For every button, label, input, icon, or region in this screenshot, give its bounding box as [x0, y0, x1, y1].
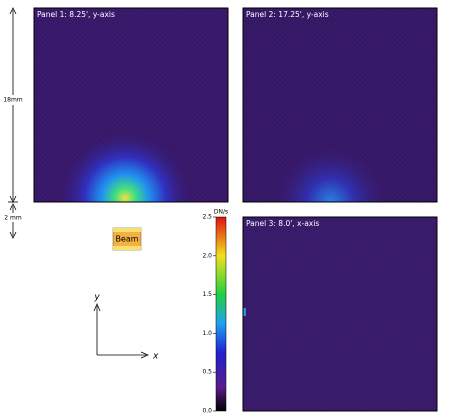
label-bg — [3, 213, 23, 222]
panel: Panel 1: 8.25', y-axis — [33, 7, 229, 203]
axis-label: y — [93, 293, 100, 303]
colorbar-tick-label: 1.5 — [202, 291, 212, 298]
panel-title: Panel 3: 8.0', x-axis — [246, 219, 319, 228]
axis-label: x — [152, 352, 159, 362]
hot-spot — [243, 8, 437, 202]
colorbar-tick-label: 0.0 — [202, 408, 212, 415]
panel: Panel 2: 17.25', y-axis — [242, 7, 438, 203]
beam-band — [113, 228, 141, 232]
panel-title: Panel 1: 8.25', y-axis — [37, 10, 115, 19]
colorbar-tick-label: 2.5 — [202, 214, 212, 221]
label-bg — [4, 95, 22, 105]
panel-title: Panel 2: 17.25', y-axis — [246, 10, 329, 19]
panel-border — [242, 216, 438, 412]
panel-border — [242, 7, 438, 203]
colorbar-tick-label: 1.0 — [202, 330, 212, 337]
beam-label: Beam — [115, 235, 138, 244]
panel-texture — [243, 217, 437, 411]
panel: Panel 3: 8.0', x-axis — [242, 216, 438, 412]
scale-label: 2 mm — [4, 215, 22, 222]
colorbar-tick-label: 2.0 — [202, 252, 212, 259]
colorbar-tick-label: 0.5 — [202, 369, 212, 376]
hot-spot — [34, 8, 228, 202]
hot-spot — [243, 308, 246, 316]
colorbar — [215, 216, 227, 412]
scale-arrows — [8, 7, 18, 239]
scale-label: 18mm — [3, 97, 22, 104]
axis-arrows — [93, 302, 150, 359]
beam-band — [113, 246, 141, 250]
colorbar-ticks: 0.0 0.5 1.0 1.5 2.0 2.5 — [202, 214, 216, 415]
panel-border — [33, 7, 229, 203]
colorbar-title: DN/s — [214, 209, 228, 216]
